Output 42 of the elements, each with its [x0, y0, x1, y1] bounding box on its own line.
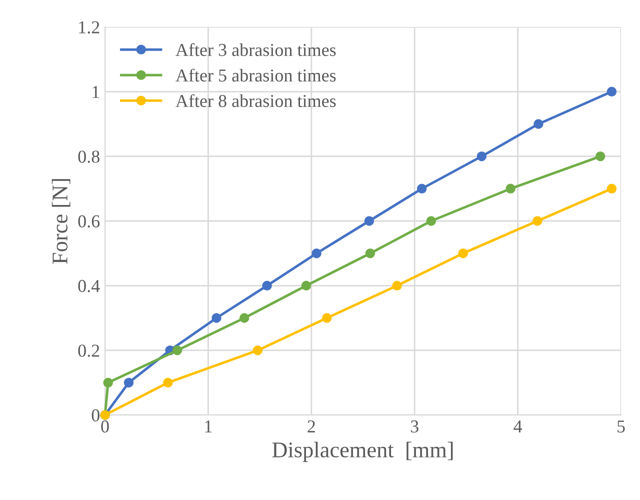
y-tick-label: 0 — [92, 409, 100, 422]
point — [532, 216, 542, 226]
point — [103, 378, 113, 388]
y-tick-label: 0.4 — [78, 280, 100, 292]
x-tick-label: 0 — [101, 420, 109, 433]
point — [312, 248, 322, 258]
point — [301, 280, 312, 291]
y-axis-title: Force [N] — [52, 179, 70, 264]
point — [365, 248, 376, 258]
x-tick-label: 2 — [308, 420, 315, 432]
point — [596, 151, 606, 162]
legend-label: After 5 abrasion times — [176, 68, 336, 82]
point — [416, 184, 427, 194]
point — [392, 280, 402, 291]
point — [426, 216, 436, 226]
point — [163, 378, 173, 388]
point — [252, 345, 263, 356]
point — [606, 184, 617, 194]
point — [364, 216, 374, 226]
point — [212, 313, 222, 323]
point — [476, 151, 487, 162]
y-tick-label: 0.8 — [78, 150, 100, 163]
x-tick-label: 4 — [514, 420, 522, 432]
x-tick-label: 1 — [205, 420, 212, 432]
x-tick-label: 3 — [410, 420, 418, 433]
y-tick-label: 1 — [92, 86, 100, 98]
y-tick-label: 0.6 — [78, 215, 100, 228]
x-tick-label: 5 — [618, 420, 625, 433]
x-axis-title: Displacement [mm] — [272, 442, 453, 462]
y-tick-label: 0.2 — [78, 344, 100, 357]
point — [322, 313, 332, 323]
y-tick-label: 1.2 — [79, 21, 100, 34]
point — [262, 280, 272, 291]
point — [534, 119, 544, 129]
point — [239, 313, 250, 323]
point — [506, 184, 516, 194]
legend-label: After 3 abrasion times — [176, 43, 336, 56]
legend-label: After 8 abrasion times — [176, 94, 336, 108]
point — [606, 86, 617, 97]
point — [124, 378, 134, 388]
point — [458, 248, 468, 258]
point — [172, 345, 182, 356]
